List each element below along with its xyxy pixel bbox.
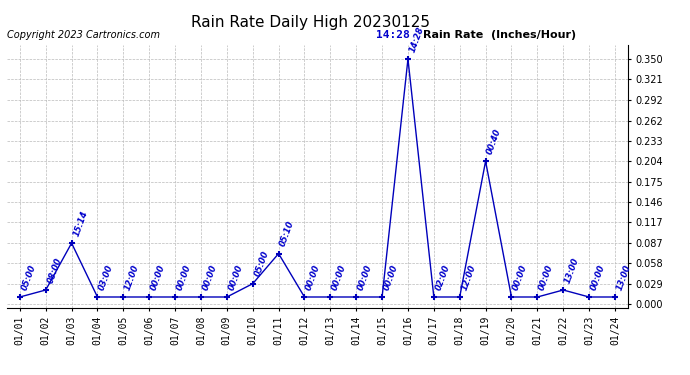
Text: 00:00: 00:00 [356, 263, 374, 291]
Text: 14:28: 14:28 [377, 30, 410, 40]
Text: 00:00: 00:00 [589, 263, 607, 291]
Text: 12:00: 12:00 [460, 263, 477, 291]
Text: 15:14: 15:14 [72, 209, 89, 237]
Text: 05:10: 05:10 [279, 220, 296, 248]
Text: 00:00: 00:00 [201, 263, 219, 291]
Text: 00:00: 00:00 [511, 263, 529, 291]
Text: 03:00: 03:00 [97, 263, 115, 291]
Text: Rain Rate Daily High 20230125: Rain Rate Daily High 20230125 [191, 15, 430, 30]
Text: 00:00: 00:00 [538, 263, 555, 291]
Text: 13:00: 13:00 [615, 263, 633, 291]
Text: 05:00: 05:00 [253, 250, 270, 278]
Text: 12:00: 12:00 [124, 263, 141, 291]
Text: 02:00: 02:00 [434, 263, 451, 291]
Text: 14:28: 14:28 [408, 25, 426, 53]
Text: 00:00: 00:00 [331, 263, 348, 291]
Text: 00:40: 00:40 [486, 127, 503, 156]
Text: Copyright 2023 Cartronics.com: Copyright 2023 Cartronics.com [7, 30, 160, 40]
Text: 00:00: 00:00 [382, 263, 400, 291]
Text: 00:00: 00:00 [175, 263, 193, 291]
Text: Rain Rate  (Inches/Hour): Rain Rate (Inches/Hour) [423, 30, 576, 40]
Text: 00:00: 00:00 [149, 263, 167, 291]
Text: 13:00: 13:00 [563, 256, 581, 284]
Text: 08:00: 08:00 [46, 256, 63, 284]
Text: 00:00: 00:00 [304, 263, 322, 291]
Text: 00:00: 00:00 [227, 263, 244, 291]
Text: 05:00: 05:00 [20, 263, 37, 291]
